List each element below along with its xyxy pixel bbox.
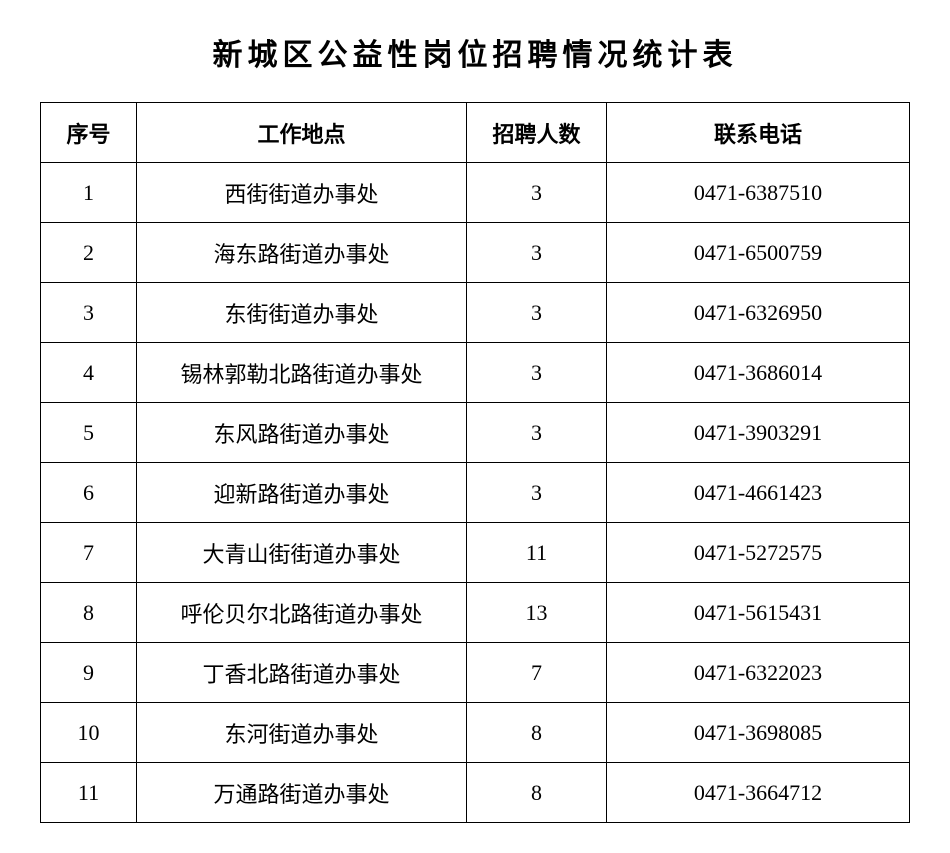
- cell-num: 3: [467, 223, 607, 283]
- cell-loc: 锡林郭勒北路街道办事处: [137, 343, 467, 403]
- cell-num: 3: [467, 283, 607, 343]
- table-row: 8呼伦贝尔北路街道办事处130471-5615431: [41, 583, 910, 643]
- cell-num: 3: [467, 163, 607, 223]
- cell-num: 8: [467, 703, 607, 763]
- table-row: 7大青山街街道办事处110471-5272575: [41, 523, 910, 583]
- cell-tel: 0471-6500759: [607, 223, 910, 283]
- cell-tel: 0471-6387510: [607, 163, 910, 223]
- table-row: 3东街街道办事处30471-6326950: [41, 283, 910, 343]
- cell-tel: 0471-3686014: [607, 343, 910, 403]
- cell-loc: 东河街道办事处: [137, 703, 467, 763]
- cell-seq: 5: [41, 403, 137, 463]
- cell-seq: 7: [41, 523, 137, 583]
- table-row: 2海东路街道办事处30471-6500759: [41, 223, 910, 283]
- cell-tel: 0471-3903291: [607, 403, 910, 463]
- table-header-row: 序号 工作地点 招聘人数 联系电话: [41, 103, 910, 163]
- cell-loc: 海东路街道办事处: [137, 223, 467, 283]
- cell-seq: 6: [41, 463, 137, 523]
- cell-num: 7: [467, 643, 607, 703]
- col-header-tel: 联系电话: [607, 103, 910, 163]
- cell-tel: 0471-3698085: [607, 703, 910, 763]
- page-title: 新城区公益性岗位招聘情况统计表: [40, 30, 910, 74]
- col-header-num: 招聘人数: [467, 103, 607, 163]
- cell-seq: 1: [41, 163, 137, 223]
- table-row: 11万通路街道办事处80471-3664712: [41, 763, 910, 823]
- cell-seq: 8: [41, 583, 137, 643]
- cell-seq: 9: [41, 643, 137, 703]
- table-row: 9丁香北路街道办事处70471-6322023: [41, 643, 910, 703]
- cell-seq: 10: [41, 703, 137, 763]
- cell-seq: 2: [41, 223, 137, 283]
- col-header-loc: 工作地点: [137, 103, 467, 163]
- recruitment-table: 序号 工作地点 招聘人数 联系电话 1西街街道办事处30471-63875102…: [40, 102, 910, 823]
- table-row: 4锡林郭勒北路街道办事处30471-3686014: [41, 343, 910, 403]
- cell-num: 8: [467, 763, 607, 823]
- cell-loc: 丁香北路街道办事处: [137, 643, 467, 703]
- cell-loc: 呼伦贝尔北路街道办事处: [137, 583, 467, 643]
- cell-tel: 0471-6326950: [607, 283, 910, 343]
- col-header-seq: 序号: [41, 103, 137, 163]
- table-row: 5东风路街道办事处30471-3903291: [41, 403, 910, 463]
- cell-tel: 0471-4661423: [607, 463, 910, 523]
- table-row: 1西街街道办事处30471-6387510: [41, 163, 910, 223]
- table-row: 6迎新路街道办事处30471-4661423: [41, 463, 910, 523]
- cell-tel: 0471-6322023: [607, 643, 910, 703]
- cell-loc: 东街街道办事处: [137, 283, 467, 343]
- cell-tel: 0471-5615431: [607, 583, 910, 643]
- cell-loc: 迎新路街道办事处: [137, 463, 467, 523]
- table-row: 10东河街道办事处80471-3698085: [41, 703, 910, 763]
- cell-loc: 东风路街道办事处: [137, 403, 467, 463]
- cell-num: 3: [467, 463, 607, 523]
- cell-tel: 0471-5272575: [607, 523, 910, 583]
- cell-num: 13: [467, 583, 607, 643]
- cell-seq: 4: [41, 343, 137, 403]
- cell-seq: 11: [41, 763, 137, 823]
- table-body: 1西街街道办事处30471-63875102海东路街道办事处30471-6500…: [41, 163, 910, 823]
- cell-num: 11: [467, 523, 607, 583]
- cell-tel: 0471-3664712: [607, 763, 910, 823]
- cell-num: 3: [467, 403, 607, 463]
- cell-seq: 3: [41, 283, 137, 343]
- cell-loc: 万通路街道办事处: [137, 763, 467, 823]
- cell-loc: 西街街道办事处: [137, 163, 467, 223]
- cell-num: 3: [467, 343, 607, 403]
- cell-loc: 大青山街街道办事处: [137, 523, 467, 583]
